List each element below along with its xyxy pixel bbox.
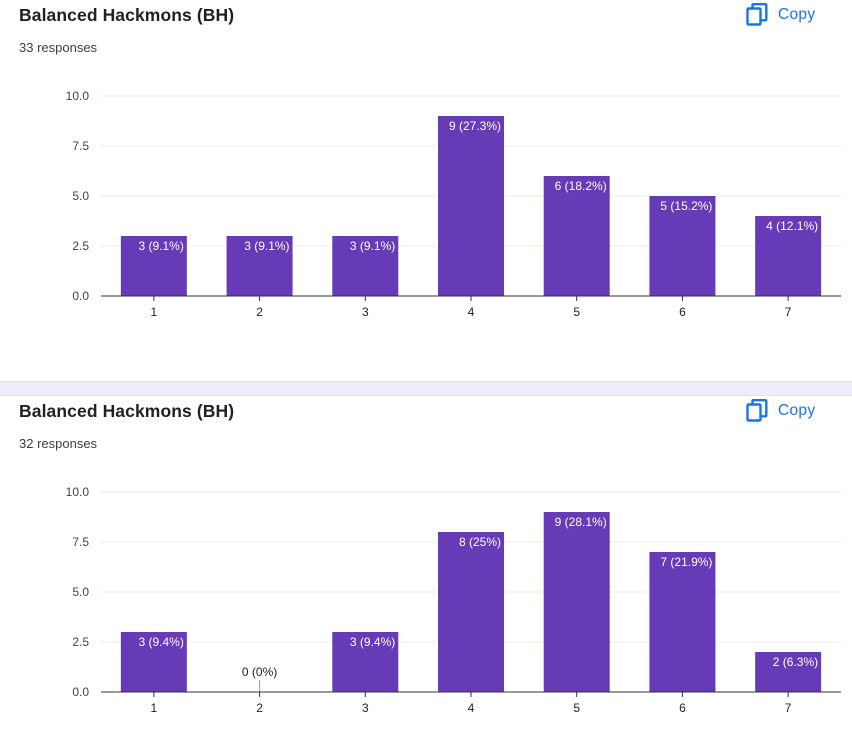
copy-label: Copy	[778, 402, 816, 419]
x-tick-label: 7	[785, 305, 792, 319]
bar-data-label: 9 (28.1%)	[555, 515, 607, 529]
bar-data-label: 8 (25%)	[459, 535, 501, 549]
bar[interactable]	[649, 196, 716, 296]
x-tick-label: 5	[573, 305, 580, 319]
bar[interactable]	[649, 552, 716, 692]
x-tick-label: 5	[573, 701, 580, 715]
bar[interactable]	[226, 236, 293, 296]
bar[interactable]	[543, 176, 610, 296]
y-tick-label: 7.5	[72, 139, 89, 153]
y-tick-label: 10.0	[66, 89, 90, 103]
copy-label: Copy	[778, 6, 816, 23]
y-tick-label: 2.5	[72, 635, 89, 649]
x-tick-label: 2	[256, 305, 263, 319]
y-tick-label: 0.0	[72, 289, 89, 303]
question-title: Balanced Hackmons (BH)	[19, 401, 235, 421]
bar-chart-1: 0.0 2.5 5.0 7.5 10.0 3 (9.1%) 1 3 (9.1%) 2 3 (9.1…	[66, 89, 841, 319]
question-title: Balanced Hackmons (BH)	[19, 5, 235, 25]
bar[interactable]	[438, 116, 504, 296]
x-tick-label: 1	[151, 305, 158, 319]
bar[interactable]	[543, 512, 610, 692]
y-tick-label: 0.0	[72, 685, 89, 699]
x-tick-label: 3	[362, 305, 369, 319]
bar-chart-2: 0.0 2.5 5.0 7.5 10.0 3 (9.4%) 1 0 (0%) 2 3 (9.4%)…	[66, 485, 841, 715]
y-tick-label: 2.5	[72, 239, 89, 253]
copy-chart-button[interactable]: Copy	[746, 396, 838, 426]
x-tick-label: 4	[468, 701, 475, 715]
copy-icon	[746, 399, 768, 423]
bar-data-label: 9 (27.3%)	[449, 119, 501, 133]
response-count: 33 responses	[19, 40, 98, 55]
bar[interactable]	[120, 632, 187, 692]
y-tick-label: 10.0	[66, 485, 90, 499]
bar-data-label: 3 (9.4%)	[138, 635, 183, 649]
bar[interactable]	[755, 216, 822, 296]
bar[interactable]	[332, 632, 399, 692]
copy-icon	[746, 3, 768, 27]
x-tick-label: 6	[679, 305, 686, 319]
x-tick-label: 6	[679, 701, 686, 715]
bar-data-label: 3 (9.1%)	[138, 239, 183, 253]
y-tick-label: 5.0	[72, 585, 89, 599]
bar[interactable]	[438, 532, 504, 692]
bar[interactable]	[755, 652, 822, 692]
bar-data-label: 5 (15.2%)	[660, 199, 712, 213]
y-tick-label: 5.0	[72, 189, 89, 203]
bar-data-label: 2 (6.3%)	[773, 655, 818, 669]
x-tick-label: 7	[785, 701, 792, 715]
bar-data-label: 4 (12.1%)	[766, 219, 818, 233]
x-tick-label: 1	[151, 701, 158, 715]
x-tick-label: 2	[256, 701, 263, 715]
x-tick-label: 4	[468, 305, 475, 319]
bar-data-label: 3 (9.4%)	[350, 635, 395, 649]
question-card-1: Balanced Hackmons (BH) 33 responses Copy…	[19, 0, 841, 319]
bar-data-label: 3 (9.1%)	[350, 239, 395, 253]
bar[interactable]	[120, 236, 187, 296]
bar-data-label: 6 (18.2%)	[555, 179, 607, 193]
bar-data-label: 3 (9.1%)	[244, 239, 289, 253]
bar-data-label: 0 (0%)	[242, 665, 277, 679]
card-separator	[0, 381, 852, 396]
response-count: 32 responses	[19, 436, 98, 451]
bar-data-label: 7 (21.9%)	[660, 555, 712, 569]
question-card-2: Balanced Hackmons (BH) 32 responses Copy…	[0, 396, 852, 750]
y-tick-label: 7.5	[72, 535, 89, 549]
x-tick-label: 3	[362, 701, 369, 715]
bar[interactable]	[332, 236, 399, 296]
copy-chart-button[interactable]: Copy	[746, 0, 838, 30]
